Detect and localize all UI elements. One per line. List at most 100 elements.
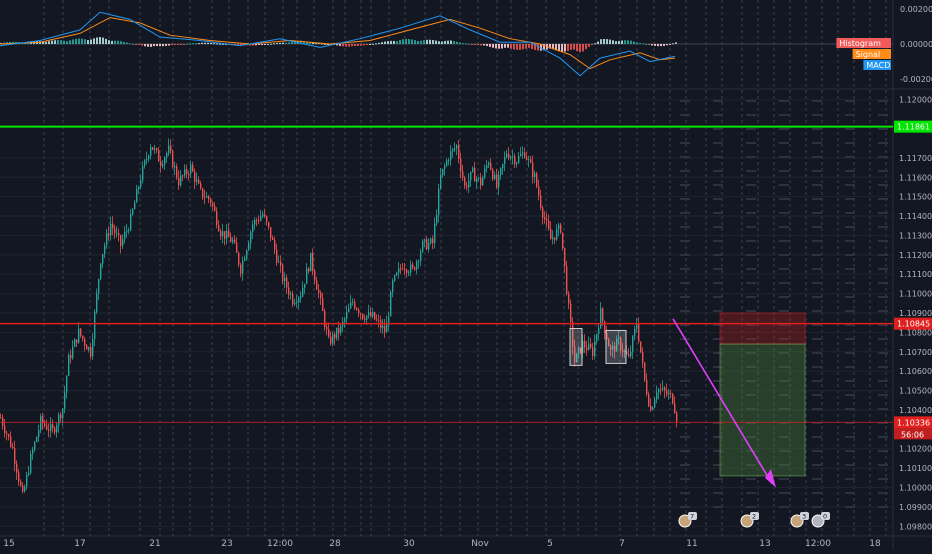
projection-marker [878, 100, 888, 102]
candle-body [374, 312, 376, 320]
short-position-box[interactable] [719, 312, 806, 477]
macd-histogram-bar [222, 43, 224, 45]
macd-histogram-bar [639, 43, 641, 45]
candle-body [564, 247, 566, 267]
event-flag-badge [750, 512, 759, 520]
candle-body [486, 165, 488, 169]
projection-marker [779, 478, 789, 480]
candle-body [408, 272, 410, 274]
projection-marker [713, 492, 723, 494]
projection-marker [812, 268, 822, 270]
macd-histogram-bar [150, 44, 152, 47]
candle-body [80, 328, 82, 336]
macd-histogram-bar [504, 44, 506, 48]
macd-histogram-bar [675, 42, 677, 44]
candle-body [286, 277, 288, 288]
projection-marker [680, 478, 690, 480]
candle-body [282, 265, 284, 282]
macd-histogram-bar [540, 44, 542, 51]
macd-histogram-bar [93, 38, 95, 44]
macd-histogram-bar [126, 42, 128, 44]
projection-marker [878, 198, 888, 200]
event-flags[interactable]: 7 2 3 0 [678, 512, 830, 528]
candle-body [582, 340, 584, 353]
macd-histogram-bar [282, 42, 284, 44]
candle-body [150, 147, 152, 156]
candle-body [580, 347, 582, 353]
candle-body [464, 177, 466, 186]
macd-histogram-bar [132, 43, 134, 45]
candle-body [372, 312, 374, 317]
candle-body [102, 254, 104, 264]
macd-histogram-bar [495, 44, 497, 49]
macd-histogram-bar [429, 39, 431, 44]
candle-body [480, 177, 482, 186]
projection-marker [812, 408, 822, 410]
price-tick-label: 1.11000 [899, 290, 932, 299]
candle-body [44, 423, 46, 426]
horizontal-price-lines[interactable]: 1.11861 1.10845 1.10336 56:06 [0, 120, 932, 440]
projection-marker [680, 100, 690, 102]
time-axis[interactable]: 15 17 21 23 12:00 28 30 Nov 5 7 11 13 12:00 18 [3, 539, 881, 549]
candle-body [586, 347, 588, 350]
candle-body [258, 220, 260, 222]
candle-body [504, 156, 506, 164]
candle-body [238, 252, 240, 265]
candle-body [274, 239, 276, 250]
candle-body [506, 153, 508, 157]
macd-histogram-bar [180, 44, 182, 45]
projection-marker [812, 394, 822, 396]
macd-histogram-bar [276, 43, 278, 45]
projection-marker [713, 450, 723, 452]
candle-body [124, 232, 126, 240]
candle-body [400, 268, 402, 270]
candle-body [50, 424, 52, 431]
projection-arrow[interactable] [672, 318, 776, 488]
projection-marker [680, 422, 690, 424]
projection-marker [779, 184, 789, 186]
macd-histogram-bar [516, 44, 518, 50]
price-tick-label: 1.09800 [899, 522, 932, 531]
candle-body [424, 239, 426, 241]
macd-histogram-bar [156, 44, 158, 47]
macd-histogram-bar [456, 41, 458, 44]
macd-histogram-bar [609, 39, 611, 44]
candle-body [462, 171, 464, 178]
candle-body [308, 268, 310, 272]
projection-marker [746, 422, 756, 424]
projection-marker [746, 184, 756, 186]
macd-histogram-bar [408, 39, 410, 44]
candle-body [624, 351, 626, 352]
macd-histogram-bar [633, 41, 635, 44]
candle-body [278, 261, 280, 263]
macd-histogram-bar [114, 40, 116, 44]
candle-body [100, 263, 102, 279]
projection-marker [878, 366, 888, 368]
candle-body [516, 162, 518, 164]
projection-marker [680, 226, 690, 228]
candle-body [444, 165, 446, 169]
projection-marker [713, 310, 723, 312]
candle-body [204, 197, 206, 199]
macd-histogram-bar [441, 41, 443, 44]
macd-histogram-bar [405, 38, 407, 44]
candle-body [104, 245, 106, 255]
projection-marker [713, 226, 723, 228]
candle-body [416, 261, 418, 270]
macd-histogram-bar [624, 40, 626, 44]
macd-histogram-bar [324, 43, 326, 45]
projection-marker [878, 464, 888, 466]
projection-marker [680, 114, 690, 116]
macd-histogram-bar [291, 41, 293, 44]
macd-histogram-bar [330, 44, 332, 45]
candle-body [96, 293, 98, 312]
macd-histogram-bar [294, 41, 296, 44]
candle-body [244, 258, 246, 261]
candle-body [180, 175, 182, 186]
projection-marker [713, 380, 723, 382]
projection-marker [845, 310, 855, 312]
price-axis[interactable]: 0.00200 0.00000 -0.00200 1.12000 1.11700 1.11… [899, 5, 932, 532]
candle-body [584, 340, 586, 348]
projection-marker [845, 338, 855, 340]
